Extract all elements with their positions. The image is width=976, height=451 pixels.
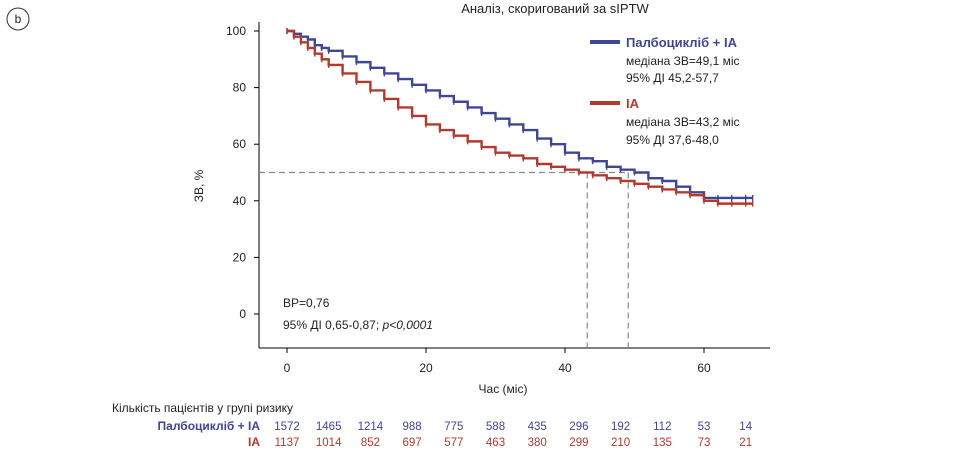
- hr-ci-text: 95% ДІ 0,65-0,87; p<0,0001: [283, 318, 433, 332]
- risk-cell-0-10: 53: [698, 421, 711, 433]
- risk-cell-1-8: 210: [611, 437, 630, 449]
- legend-median-palbociclib: медіана ЗВ=49,1 міс: [626, 54, 740, 68]
- risk-cell-1-1: 1014: [316, 437, 342, 449]
- survival-curves: [286, 28, 754, 207]
- hr-text: ВР=0,76: [283, 296, 330, 310]
- x-axis-label: Час (міс): [479, 382, 528, 396]
- y-tick-label-60: 60: [233, 137, 247, 151]
- risk-cell-0-11: 14: [739, 421, 752, 433]
- reference-lines: [259, 171, 629, 348]
- legend: Палбоцикліб + ІА медіана ЗВ=49,1 міс 95%…: [590, 35, 740, 147]
- legend-ci-palbociclib: 95% ДІ 45,2-57,7: [626, 71, 719, 85]
- y-tick-label-0: 0: [239, 307, 246, 321]
- risk-cell-0-0: 1572: [274, 421, 300, 433]
- panel-badge: b: [6, 7, 30, 31]
- risk-cell-1-2: 852: [361, 437, 380, 449]
- panel-label: b: [15, 12, 22, 26]
- hr-ci-value: 95% ДІ 0,65-0,87;: [283, 318, 383, 332]
- x-tick-label-20: 20: [419, 361, 433, 375]
- risk-cell-1-0: 1137: [275, 437, 300, 449]
- x-tick-label-0: 0: [284, 361, 291, 375]
- risk-cell-1-6: 380: [528, 437, 547, 449]
- y-tick-label-20: 20: [233, 250, 247, 264]
- legend-median-ia: медіана ЗВ=43,2 міс: [626, 115, 740, 129]
- risk-table-title: Кількість пацієнтів у групі ризику: [112, 401, 293, 415]
- risk-cell-1-7: 299: [569, 437, 588, 449]
- x-tick-label-60: 60: [697, 361, 711, 375]
- risk-cell-0-1: 1465: [316, 421, 342, 433]
- legend-ci-ia: 95% ДІ 37,6-48,0: [626, 133, 719, 147]
- risk-cell-0-7: 296: [569, 421, 588, 433]
- risk-cell-1-5: 463: [486, 437, 505, 449]
- risk-table: Кількість пацієнтів у групі ризику Палбо…: [112, 401, 753, 449]
- hr-p-value: p<0,0001: [382, 318, 433, 332]
- chart-title: Аналіз, скоригований за sIPTW: [461, 1, 649, 16]
- tick-layer: 0 20 40 60 80 100 0 20 40 60: [226, 24, 711, 375]
- risk-row-label-ia: ІА: [248, 435, 260, 449]
- risk-cell-0-5: 588: [486, 421, 505, 433]
- risk-cell-0-3: 988: [403, 421, 422, 433]
- risk-cell-1-3: 697: [403, 437, 422, 449]
- legend-label-palbociclib: Палбоцикліб + ІА: [626, 35, 738, 50]
- y-tick-label-80: 80: [233, 81, 247, 95]
- risk-cell-1-4: 577: [444, 437, 463, 449]
- hr-annotation: ВР=0,76 95% ДІ 0,65-0,87; p<0,0001: [283, 296, 433, 332]
- risk-row-label-palbociclib: Палбоцикліб + ІА: [158, 419, 261, 433]
- risk-cell-1-9: 135: [653, 437, 672, 449]
- risk-cell-0-6: 435: [528, 421, 547, 433]
- y-tick-label-40: 40: [233, 194, 247, 208]
- y-tick-label-100: 100: [226, 24, 246, 38]
- legend-label-ia: ІА: [626, 96, 640, 111]
- risk-cell-1-11: 21: [739, 437, 752, 449]
- x-tick-label-40: 40: [558, 361, 572, 375]
- risk-cell-0-9: 112: [653, 421, 671, 433]
- risk-cell-0-2: 1214: [358, 421, 384, 433]
- risk-cell-0-4: 775: [444, 421, 463, 433]
- risk-cell-0-8: 192: [611, 421, 630, 433]
- risk-cell-1-10: 73: [698, 437, 711, 449]
- y-axis-label: ЗВ, %: [192, 169, 206, 202]
